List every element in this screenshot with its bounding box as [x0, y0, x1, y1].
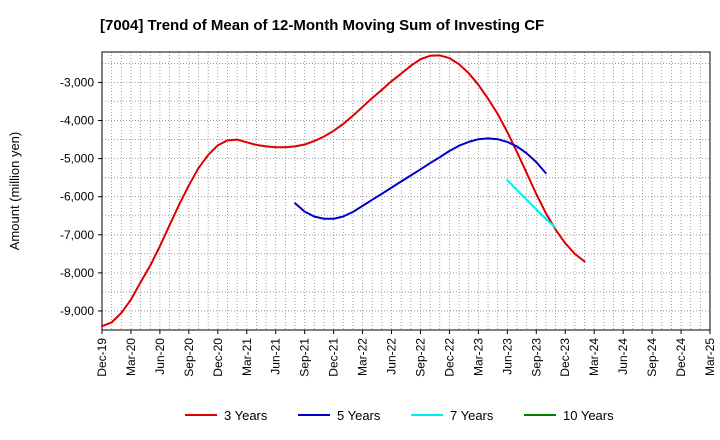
x-tick-label: Dec-20	[211, 338, 225, 377]
y-tick-label: -3,000	[60, 75, 94, 89]
x-tick-label: Sep-22	[413, 338, 427, 377]
legend-label: 7 Years	[450, 408, 494, 423]
x-tick-label: Mar-20	[124, 338, 138, 376]
legend-label: 3 Years	[224, 408, 268, 423]
x-tick-label: Sep-24	[645, 338, 659, 377]
x-tick-label: Dec-21	[327, 338, 341, 377]
x-tick-label: Mar-21	[240, 338, 254, 376]
series-group	[101, 54, 586, 328]
x-tick-label: Dec-22	[442, 338, 456, 377]
plot-area	[102, 52, 710, 330]
y-tick-label: -8,000	[60, 266, 94, 280]
x-tick-label: Jun-22	[385, 338, 399, 375]
x-tick-label: Mar-23	[471, 338, 485, 376]
y-tick-label: -6,000	[60, 190, 94, 204]
legend-label: 5 Years	[337, 408, 381, 423]
x-tick-label: Dec-19	[95, 338, 109, 377]
y-axis: -3,000 -4,000 -5,000 -6,000 -7,000 -8,000 -9,0…	[60, 75, 102, 318]
x-tick-label: Mar-25	[703, 338, 717, 376]
y-tick-label: -5,000	[60, 152, 94, 166]
x-tick-label: Mar-22	[356, 338, 370, 376]
series-line-5-years	[294, 137, 547, 220]
x-tick-label: Jun-24	[616, 338, 630, 375]
x-tick-label: Sep-20	[182, 338, 196, 377]
series-line-3-years	[101, 54, 586, 328]
legend-label: 10 Years	[563, 408, 614, 423]
x-tick-label: Sep-21	[298, 338, 312, 377]
x-tick-label: Sep-23	[529, 338, 543, 377]
y-tick-label: -7,000	[60, 228, 94, 242]
x-tick-label: Dec-23	[558, 338, 572, 377]
x-axis: Dec-19 Mar-20 Jun-20 Sep-20 Dec-20 Mar-21 Jun-…	[95, 330, 717, 377]
grid	[102, 52, 710, 330]
x-tick-label: Dec-24	[674, 338, 688, 377]
legend: 3 Years 5 Years 7 Years 10 Years	[185, 408, 614, 423]
x-tick-label: Jun-21	[269, 338, 283, 375]
plot-frame	[101, 51, 711, 331]
x-tick-label: Jun-20	[153, 338, 167, 375]
series-line-7-years	[506, 179, 557, 229]
chart-title: [7004] Trend of Mean of 12-Month Moving …	[100, 17, 544, 34]
y-axis-label: Amount (million yen)	[7, 132, 22, 251]
y-tick-label: -4,000	[60, 114, 94, 128]
y-tick-label: -9,000	[60, 304, 94, 318]
x-tick-label: Jun-23	[500, 338, 514, 375]
x-tick-label: Mar-24	[587, 338, 601, 376]
